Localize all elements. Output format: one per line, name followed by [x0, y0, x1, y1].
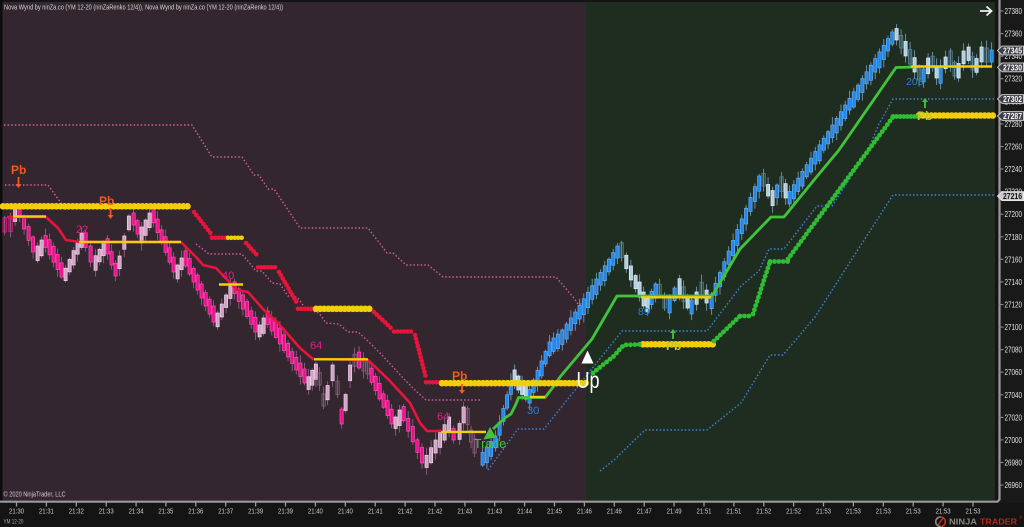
svg-text:21:53: 21:53: [876, 507, 891, 516]
svg-text:27240: 27240: [1005, 165, 1023, 174]
svg-text:21:47: 21:47: [637, 507, 652, 516]
svg-text:27380: 27380: [1005, 7, 1023, 16]
svg-text:22: 22: [76, 224, 88, 236]
svg-text:TRADER: TRADER: [980, 517, 1017, 527]
svg-text:Pb: Pb: [917, 109, 932, 123]
svg-text:21:53: 21:53: [966, 507, 981, 516]
svg-text:27140: 27140: [1005, 278, 1023, 287]
svg-text:27020: 27020: [1005, 413, 1023, 422]
svg-text:27120: 27120: [1005, 300, 1023, 309]
svg-text:Pb: Pb: [666, 339, 681, 353]
svg-text:27330: 27330: [1003, 63, 1022, 72]
svg-text:21:53: 21:53: [846, 507, 861, 516]
svg-text:Nova Wynd by ninZa.co (YM 12-2: Nova Wynd by ninZa.co (YM 12-20 (ninZaRe…: [4, 3, 283, 12]
svg-text:21:39: 21:39: [248, 507, 263, 516]
svg-text:203: 203: [906, 76, 924, 88]
svg-text:21:43: 21:43: [457, 507, 472, 516]
svg-text:21:32: 21:32: [69, 507, 84, 516]
svg-text:64: 64: [437, 411, 449, 423]
svg-text:21:46: 21:46: [577, 507, 592, 516]
svg-text:21:52: 21:52: [786, 507, 801, 516]
svg-text:27280: 27280: [1005, 120, 1023, 129]
svg-text:27040: 27040: [1005, 391, 1023, 400]
svg-text:Up: Up: [577, 367, 600, 393]
svg-text:27080: 27080: [1005, 346, 1023, 355]
svg-text:21:44: 21:44: [517, 507, 532, 516]
svg-text:© 2020 NinjaTrader, LLC: © 2020 NinjaTrader, LLC: [4, 490, 66, 499]
svg-text:27360: 27360: [1005, 30, 1023, 39]
svg-text:40: 40: [222, 270, 234, 282]
svg-text:21:42: 21:42: [428, 507, 443, 516]
svg-text:21:51: 21:51: [726, 507, 741, 516]
svg-text:21:52: 21:52: [756, 507, 771, 516]
svg-text:89: 89: [638, 306, 650, 318]
svg-text:21:31: 21:31: [39, 507, 54, 516]
svg-text:21:33: 21:33: [99, 507, 114, 516]
svg-text:21:34: 21:34: [129, 507, 144, 516]
svg-text:27320: 27320: [1005, 75, 1023, 84]
svg-text:27345: 27345: [1003, 47, 1022, 56]
svg-text:YM 12-20: YM 12-20: [4, 519, 24, 526]
svg-text:21:40: 21:40: [338, 507, 353, 516]
svg-text:21:35: 21:35: [158, 507, 173, 516]
svg-text:21:51: 21:51: [697, 507, 712, 516]
svg-text:21:46: 21:46: [607, 507, 622, 516]
svg-text:21:39: 21:39: [278, 507, 293, 516]
svg-text:21:36: 21:36: [188, 507, 203, 516]
svg-text:Pb: Pb: [11, 163, 26, 177]
svg-text:21:30: 21:30: [9, 507, 24, 516]
svg-text:27160: 27160: [1005, 255, 1023, 264]
svg-text:27216: 27216: [1003, 192, 1022, 201]
svg-text:21:42: 21:42: [398, 507, 413, 516]
svg-text:Pb: Pb: [99, 194, 114, 208]
svg-text:27100: 27100: [1005, 323, 1023, 332]
svg-text:27287: 27287: [1003, 112, 1022, 121]
svg-text:21:37: 21:37: [218, 507, 233, 516]
svg-text:NINJA: NINJA: [949, 517, 977, 527]
svg-text:Trade: Trade: [474, 437, 506, 451]
svg-text:27340: 27340: [1005, 52, 1023, 61]
svg-text:21:43: 21:43: [487, 507, 502, 516]
svg-text:21:45: 21:45: [547, 507, 562, 516]
svg-text:27302: 27302: [1003, 95, 1022, 104]
svg-text:21:49: 21:49: [667, 507, 682, 516]
svg-text:27260: 27260: [1005, 142, 1023, 151]
svg-text:®: ®: [1019, 514, 1023, 520]
svg-text:27180: 27180: [1005, 233, 1023, 242]
svg-text:Pb: Pb: [452, 369, 467, 383]
svg-text:21:41: 21:41: [368, 507, 383, 516]
svg-text:64: 64: [310, 340, 322, 352]
svg-text:27000: 27000: [1005, 436, 1023, 445]
svg-text:21:40: 21:40: [308, 507, 323, 516]
svg-text:30: 30: [527, 405, 539, 417]
svg-text:21:53: 21:53: [936, 507, 951, 516]
svg-text:26980: 26980: [1005, 459, 1023, 468]
svg-text:21:53: 21:53: [906, 507, 921, 516]
svg-text:21:53: 21:53: [816, 507, 831, 516]
svg-text:27060: 27060: [1005, 368, 1023, 377]
svg-text:26960: 26960: [1005, 481, 1023, 490]
svg-text:27200: 27200: [1005, 210, 1023, 219]
